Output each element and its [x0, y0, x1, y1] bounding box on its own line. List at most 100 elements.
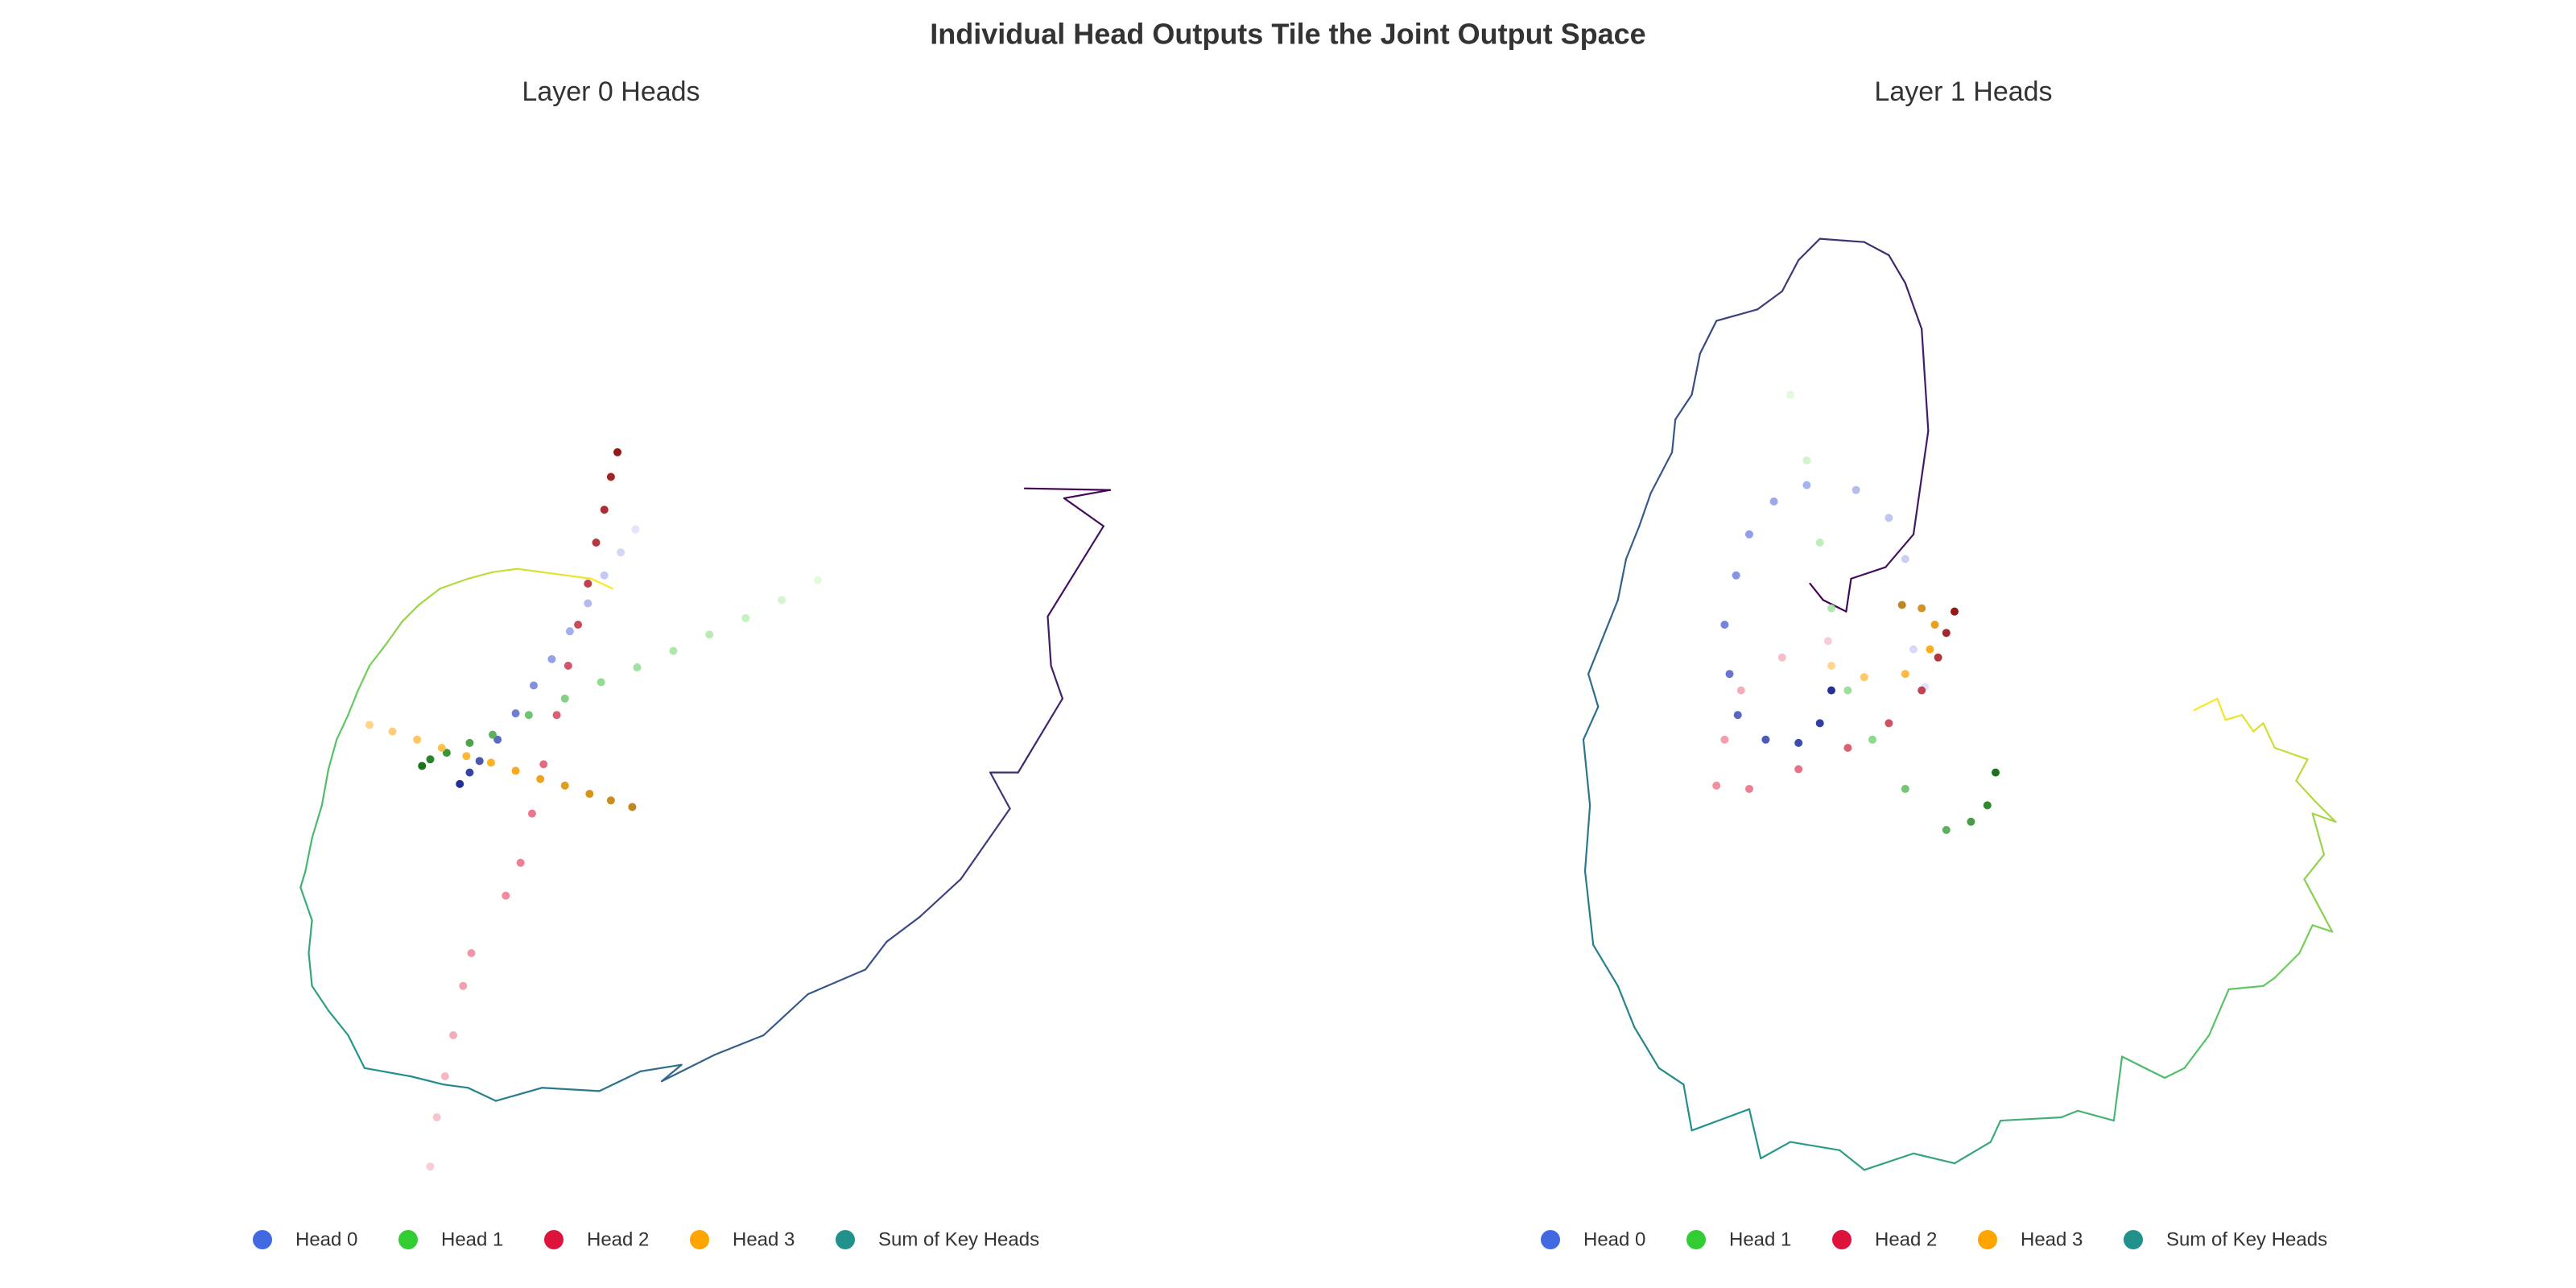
head-point [1926, 645, 1934, 654]
head-point [1843, 686, 1852, 695]
chart-title: Layer 0 Heads [522, 76, 700, 107]
sum-line-segment [1682, 1084, 1693, 1132]
sum-line-segment [1885, 533, 1915, 568]
head-point [456, 779, 464, 788]
sum-line-segment [2314, 801, 2337, 823]
head-point [560, 781, 569, 790]
legend-label: Head 0 [295, 1228, 357, 1250]
sum-line-segment [1582, 738, 1591, 807]
head-point [502, 891, 510, 900]
sum-line-segment [299, 886, 313, 922]
sum-line-segment [1582, 705, 1600, 741]
head-point [1794, 765, 1803, 774]
sum-line-segment [2303, 878, 2334, 933]
sum-line-segment [385, 620, 403, 646]
sum-line-segment [565, 574, 592, 580]
sum-line-segment [2311, 812, 2337, 823]
head-point [1942, 629, 1951, 638]
sum-line-segment [713, 1034, 765, 1056]
sum-line-segment [1789, 1141, 1841, 1151]
head-point [585, 790, 594, 799]
sum-line-segment [327, 1009, 349, 1037]
sum-line-segment [1953, 1141, 1992, 1165]
sum-line-segment [1587, 632, 1606, 675]
sum-line-segment [2311, 812, 2326, 856]
sum-line-segment [1690, 1108, 1751, 1132]
legend-label: Head 1 [441, 1228, 503, 1250]
sum-line-segment [1912, 1152, 1956, 1165]
sum-line-segment [311, 804, 323, 840]
sum-line-segment [598, 1070, 642, 1092]
sum-line-segment [1604, 599, 1619, 634]
head-point [462, 752, 471, 761]
sum-line-segment [1592, 943, 1619, 987]
sum-line-segment [1046, 615, 1052, 667]
sum-line-segment [2252, 722, 2264, 733]
sum-line-segment [1809, 582, 1824, 601]
head-point [1802, 456, 1811, 464]
head-point [489, 730, 497, 739]
head-point [1745, 530, 1753, 539]
head-point [592, 539, 601, 547]
sum-line-segment [1699, 320, 1718, 355]
head-point [1983, 801, 1992, 810]
head-point [442, 749, 451, 758]
sum-line-segment [1649, 451, 1674, 494]
head-point [465, 738, 474, 747]
head-point [388, 727, 397, 736]
head-point [1843, 744, 1852, 752]
head-point [465, 768, 474, 777]
sum-line-segment [639, 1063, 683, 1072]
sum-line-segment [2193, 697, 2219, 712]
legend-label: Head 3 [2021, 1228, 2083, 1250]
head-point [516, 858, 525, 867]
head-point [574, 621, 583, 629]
legend-label: Head 3 [733, 1228, 795, 1250]
head-point [1901, 555, 1909, 564]
head-point [1725, 670, 1734, 679]
sum-line-segment [2295, 779, 2317, 803]
sum-line-segment [327, 738, 338, 770]
sum-line-segment [1063, 497, 1104, 527]
sum-line-segment [1912, 430, 1930, 535]
sum-line-segment [1760, 1141, 1792, 1160]
head-point [449, 1031, 458, 1039]
head-point [1885, 514, 1893, 522]
sum-line-segment [541, 571, 568, 576]
sum-line-segment [1583, 869, 1595, 946]
head-point [1769, 497, 1778, 506]
head-point [600, 506, 609, 514]
head-point [628, 803, 637, 811]
sum-line-segment [336, 714, 349, 741]
sum-line-segment [320, 768, 330, 807]
head-point [565, 627, 574, 636]
legend-label: Head 2 [1875, 1228, 1937, 1250]
sum-line-segment [439, 577, 469, 590]
sum-line-segment [467, 571, 494, 580]
legend-marker [1978, 1230, 1997, 1249]
sum-line-segment [357, 664, 371, 691]
sum-line-segment [2183, 1034, 2211, 1069]
head-point [467, 949, 476, 957]
sum-line-segment [2240, 714, 2255, 733]
sum-line-segment [516, 568, 543, 573]
legend-marker [1832, 1230, 1852, 1249]
head-point [584, 580, 592, 588]
head-point [613, 448, 622, 456]
sum-line-segment [2273, 746, 2309, 761]
head-point [1901, 670, 1909, 679]
legend-label: Head 0 [1583, 1228, 1645, 1250]
sum-line-segment [2227, 985, 2264, 990]
sum-line-segment [1822, 599, 1847, 613]
head-point [413, 735, 422, 744]
sum-line-segment [989, 771, 1011, 810]
sum-line-segment [1616, 985, 1636, 1028]
sum-line-segment [1798, 237, 1821, 262]
sum-line-segment [467, 1087, 497, 1102]
head-point [539, 760, 548, 769]
sum-line-segment [2262, 722, 2276, 749]
sum-line-segment [1715, 308, 1759, 322]
head-point [418, 762, 427, 770]
sum-line-segment [494, 1087, 543, 1102]
